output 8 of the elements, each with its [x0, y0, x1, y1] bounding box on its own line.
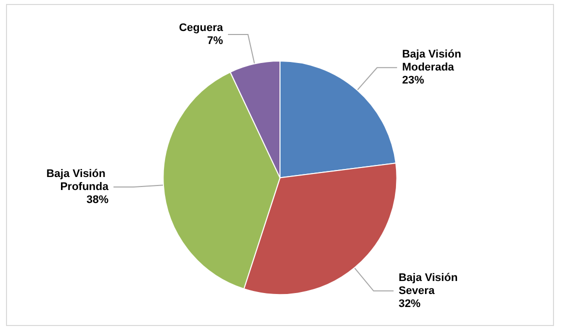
- data-label: 32%: [398, 298, 421, 310]
- slice-label: Baja Visión Severa: [398, 272, 461, 297]
- slice-label: Baja Visión Profunda: [46, 168, 110, 194]
- slice-label: Baja Visión Moderada: [402, 48, 464, 74]
- slice-label: Ceguera: [178, 22, 224, 34]
- data-label: 7%: [207, 35, 224, 48]
- data-label: 23%: [402, 74, 424, 87]
- data-label: 38%: [86, 194, 109, 206]
